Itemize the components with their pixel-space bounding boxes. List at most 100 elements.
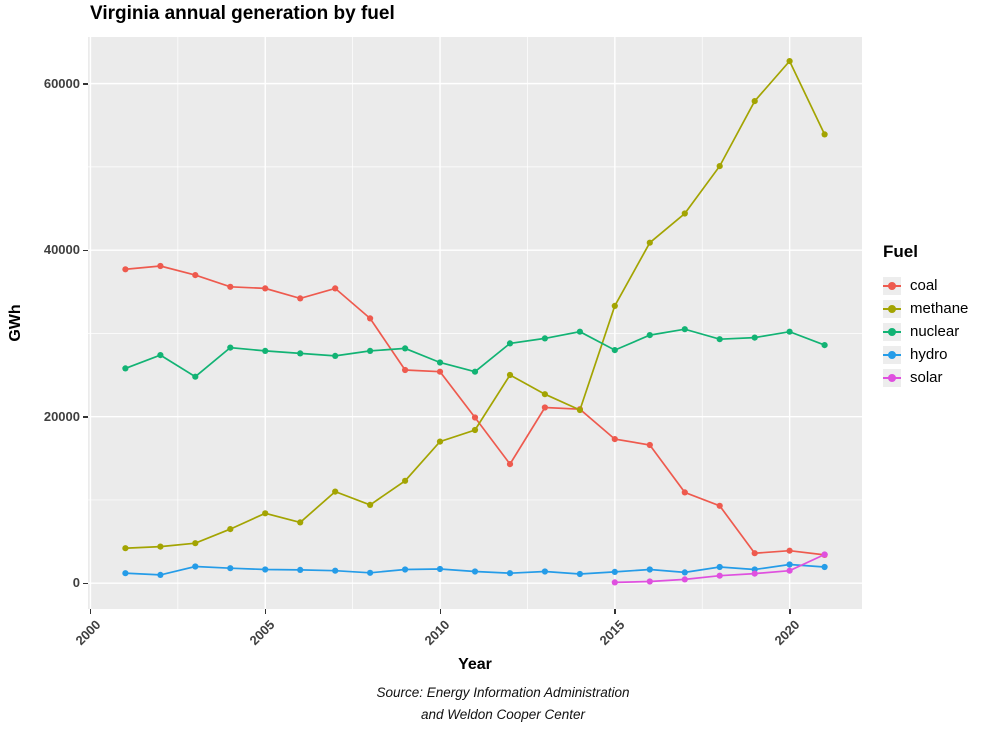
x-tick-label: 2005	[246, 617, 278, 649]
tick-mark	[789, 609, 791, 614]
caption-line-1: Source: Energy Information Administratio…	[376, 685, 630, 700]
data-point-methane	[751, 98, 758, 105]
data-point-methane	[821, 131, 828, 138]
legend: Fuel coal methane nuclear hydro solar	[883, 242, 968, 389]
data-point-solar	[646, 578, 653, 585]
data-point-hydro	[786, 561, 793, 568]
data-point-hydro	[576, 570, 583, 578]
data-point-methane	[157, 543, 164, 550]
data-point-hydro	[297, 566, 304, 574]
data-point-solar	[786, 567, 793, 574]
legend-key-dot	[888, 327, 896, 336]
legend-key-hydro	[883, 345, 901, 364]
data-point-hydro	[227, 565, 234, 572]
data-point-coal	[646, 441, 653, 449]
data-point-hydro	[367, 569, 374, 576]
data-point-nuclear	[646, 332, 653, 339]
data-point-hydro	[646, 566, 653, 573]
data-point-hydro	[681, 569, 688, 576]
data-point-methane	[227, 526, 234, 533]
data-point-coal	[157, 262, 164, 270]
tick-mark	[89, 609, 92, 614]
data-point-methane	[297, 519, 304, 526]
data-point-solar	[751, 570, 758, 577]
data-point-methane	[262, 510, 269, 517]
data-point-nuclear	[436, 359, 444, 366]
data-point-methane	[611, 302, 618, 309]
data-point-nuclear	[227, 344, 234, 351]
data-point-solar	[611, 579, 618, 586]
tick-mark	[83, 416, 88, 418]
data-point-coal	[367, 315, 374, 322]
legend-item-nuclear: nuclear	[883, 320, 968, 343]
data-point-hydro	[506, 570, 514, 577]
legend-items: coal methane nuclear hydro solar	[883, 274, 968, 389]
data-point-coal	[541, 404, 548, 411]
data-point-nuclear	[821, 342, 828, 349]
x-tick-label: 2020	[771, 617, 803, 649]
data-point-methane	[786, 58, 793, 65]
legend-item-solar: solar	[883, 366, 968, 389]
data-point-nuclear	[367, 347, 374, 354]
legend-title: Fuel	[883, 242, 918, 261]
data-point-nuclear	[402, 345, 409, 352]
data-point-coal	[402, 366, 409, 374]
data-point-hydro	[471, 568, 479, 575]
data-point-hydro	[122, 570, 129, 577]
data-point-hydro	[716, 563, 723, 571]
legend-key-dot	[888, 373, 896, 382]
data-point-methane	[646, 239, 653, 246]
data-point-methane	[506, 371, 514, 379]
tick-mark	[614, 609, 616, 614]
data-point-coal	[681, 489, 688, 496]
y-tick-label: 0	[72, 575, 80, 591]
plot-panel	[88, 37, 862, 609]
data-point-nuclear	[681, 326, 688, 333]
series-line-methane	[125, 59, 826, 550]
data-point-methane	[681, 210, 688, 217]
data-point-coal	[471, 414, 479, 421]
legend-item-methane: methane	[883, 297, 968, 320]
data-point-nuclear	[332, 352, 339, 359]
data-point-hydro	[192, 563, 199, 570]
tick-mark	[439, 609, 442, 614]
legend-label-coal: coal	[910, 277, 938, 294]
data-point-hydro	[436, 565, 444, 573]
data-point-coal	[122, 266, 129, 273]
data-point-coal	[751, 550, 758, 557]
x-axis-title: Year	[458, 656, 492, 673]
tick-mark	[264, 609, 267, 614]
legend-item-hydro: hydro	[883, 343, 968, 366]
caption: Source: Energy Information Administratio…	[0, 682, 1006, 726]
data-point-hydro	[402, 566, 409, 573]
series-line-coal	[125, 265, 825, 556]
tick-mark	[83, 249, 88, 252]
data-point-nuclear	[192, 373, 199, 380]
data-point-nuclear	[786, 328, 793, 335]
data-point-methane	[332, 488, 339, 495]
data-point-coal	[436, 368, 444, 375]
data-point-nuclear	[611, 347, 618, 354]
data-point-coal	[192, 272, 199, 279]
data-point-coal	[262, 285, 269, 292]
data-point-nuclear	[471, 368, 479, 375]
data-point-nuclear	[297, 350, 304, 357]
y-tick-label: 20000	[43, 408, 80, 424]
data-point-coal	[786, 547, 793, 554]
data-point-methane	[471, 426, 479, 434]
legend-key-dot	[888, 304, 896, 313]
legend-key-methane	[883, 299, 901, 318]
data-point-nuclear	[122, 365, 129, 372]
data-point-coal	[506, 461, 514, 468]
tick-mark	[83, 83, 88, 85]
data-point-coal	[227, 283, 234, 290]
plot-svg	[88, 37, 862, 609]
caption-line-2: and Weldon Cooper Center	[420, 707, 586, 722]
legend-key-coal	[883, 276, 901, 295]
chart-title: Virginia annual generation by fuel	[90, 3, 395, 24]
data-point-nuclear	[716, 336, 723, 343]
legend-item-coal: coal	[883, 274, 968, 297]
x-tick-label: 2010	[421, 617, 453, 649]
data-point-coal	[332, 285, 339, 292]
data-point-hydro	[262, 566, 269, 573]
